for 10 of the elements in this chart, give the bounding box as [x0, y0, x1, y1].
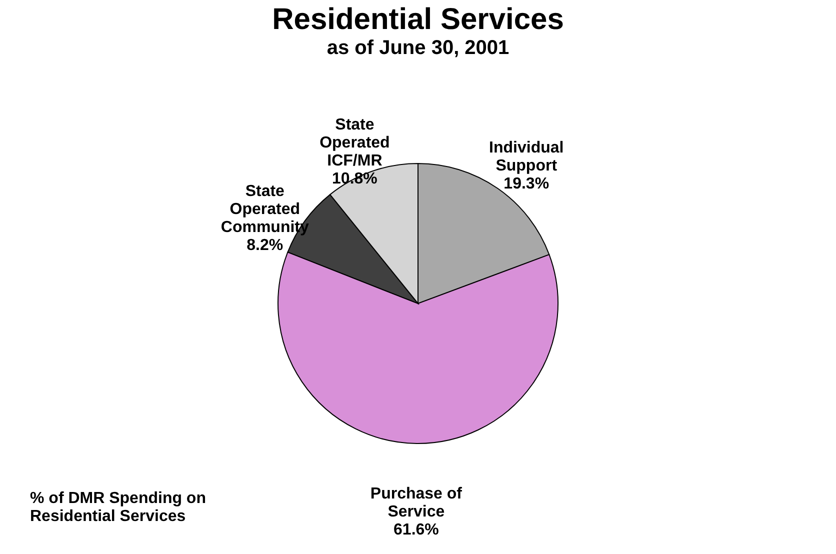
- chart-title: Residential Services: [272, 3, 564, 36]
- text: Residential Services: [30, 508, 186, 525]
- slice-label: Individual Support: [489, 139, 564, 174]
- data-label: 61.6%: [394, 521, 439, 538]
- slice-label: Purchase of Service: [370, 485, 463, 520]
- slice-label: State Operated ICF/MR: [320, 116, 390, 170]
- data-label: 19.3%: [504, 175, 550, 192]
- chart-subtitle: as of June 30, 2001: [326, 37, 510, 59]
- text: % of DMR Spending on: [30, 490, 206, 507]
- data-label: 8.2%: [246, 237, 284, 254]
